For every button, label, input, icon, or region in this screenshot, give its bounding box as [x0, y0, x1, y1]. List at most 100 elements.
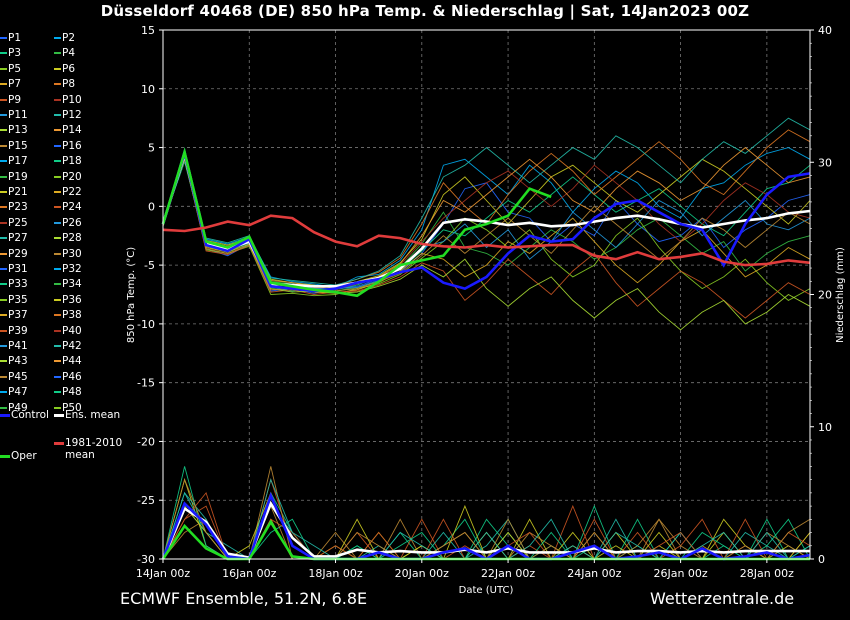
legend-item-p30: P30: [54, 248, 82, 260]
legend-label: P22: [62, 186, 82, 198]
legend-swatch: [54, 375, 61, 378]
legend-label: P29: [8, 247, 28, 260]
legend-label: P4: [62, 47, 76, 60]
legend-item-p39: P39: [0, 325, 28, 337]
legend-item-p1: P1: [0, 32, 21, 44]
legend-item-p15: P15: [0, 140, 28, 152]
legend-swatch: [0, 160, 7, 163]
y-tick-label: 10: [141, 83, 155, 96]
legend-swatch: [0, 268, 7, 270]
y-axis-right-label: Niederschlag (mm): [835, 247, 846, 343]
legend-item-ens-mean: Ens. mean: [54, 409, 120, 421]
chart-title: Düsseldorf 40468 (DE) 850 hPa Temp. & Ni…: [100, 2, 750, 20]
legend-label: P17: [8, 155, 28, 168]
legend-swatch: [0, 67, 7, 70]
legend-label: P6: [62, 62, 76, 75]
y-tick-label: -15: [137, 377, 155, 390]
legend-swatch: [54, 413, 64, 417]
legend-label: P28: [62, 232, 82, 245]
legend-label: P49: [8, 401, 28, 414]
legend-label: P25: [8, 216, 28, 229]
legend-label: P27: [8, 232, 28, 245]
legend-item-p32: P32: [54, 263, 82, 275]
legend-item-climate: 1981-2010 mean: [54, 437, 122, 461]
legend-swatch: [54, 206, 61, 209]
legend-swatch: [54, 298, 61, 301]
y-tick-label: -25: [137, 494, 155, 507]
legend-swatch: [0, 221, 7, 224]
legend-swatch: [54, 314, 61, 317]
legend-label: P39: [8, 324, 28, 337]
legend-item-p11: P11: [0, 109, 28, 121]
legend-swatch: [54, 345, 61, 347]
legend-label: P41: [8, 340, 28, 352]
legend-item-p41: P41: [0, 340, 28, 352]
legend-item-p33: P33: [0, 278, 28, 290]
legend-swatch: [54, 252, 61, 255]
legend-label: P45: [8, 370, 28, 383]
legend-label: P34: [62, 278, 82, 291]
x-axis-label: Date (UTC): [459, 585, 514, 596]
legend-label: Oper: [11, 450, 37, 462]
legend-item-p31: P31: [0, 263, 28, 275]
legend-swatch: [54, 221, 61, 224]
y-right-tick-label: 40: [818, 24, 832, 37]
legend-label: P13: [8, 124, 28, 137]
legend-swatch: [0, 83, 7, 86]
legend-label: P21: [8, 186, 28, 198]
x-tick-label: 18Jan 00z: [308, 567, 362, 580]
member-temp-line: [162, 154, 811, 331]
legend-label: P7: [8, 78, 22, 91]
legend-swatch: [54, 67, 61, 70]
legend-label: P30: [62, 247, 82, 260]
legend-swatch: [0, 144, 7, 147]
plot-frame: [162, 29, 811, 560]
legend-swatch: [54, 283, 61, 286]
x-tick-label: 22Jan 00z: [481, 567, 535, 580]
legend-swatch: [54, 114, 61, 116]
legend-label: P33: [8, 278, 28, 291]
y-right-tick-label: 20: [818, 289, 832, 302]
legend-swatch: [54, 160, 61, 163]
member-temp-line: [162, 117, 811, 286]
legend-label: P38: [62, 309, 82, 322]
member-precip-line: [162, 466, 811, 560]
legend-item-p14: P14: [54, 124, 82, 136]
legend-swatch: [0, 375, 7, 378]
y-right-tick-label: 30: [818, 156, 832, 169]
legend-item-p34: P34: [54, 278, 82, 290]
y-tick-label: 0: [148, 200, 155, 213]
legend-label: P18: [62, 155, 82, 168]
precip-line-control: [161, 491, 811, 561]
legend-label: P1: [8, 32, 22, 44]
precip-line-ens-mean: [161, 500, 810, 560]
legend-item-p26: P26: [54, 217, 82, 229]
x-tick-label: 26Jan 00z: [653, 567, 707, 580]
legend-swatch: [54, 360, 61, 363]
legend-label: P5: [8, 62, 22, 75]
legend-swatch: [0, 298, 7, 301]
legend-swatch: [54, 129, 61, 132]
main-series: [161, 147, 811, 561]
legend-item-p50: P50: [54, 402, 82, 414]
legend-swatch: [54, 237, 61, 240]
legend-label: P3: [8, 47, 22, 60]
x-tick-label: 16Jan 00z: [222, 567, 276, 580]
legend-item-p3: P3: [0, 47, 21, 59]
member-temp-line: [162, 156, 811, 319]
legend-item-p28: P28: [54, 232, 82, 244]
x-tick-label: 20Jan 00z: [395, 567, 449, 580]
legend-label: P16: [62, 139, 82, 152]
legend-label: P36: [62, 293, 82, 306]
legend-item-p9: P9: [0, 94, 21, 106]
legend-item-p24: P24: [54, 201, 82, 213]
legend-swatch: [0, 129, 7, 132]
legend-swatch: [54, 144, 61, 147]
y-tick-label: -20: [137, 435, 155, 448]
temp-line-control: [161, 148, 811, 293]
legend-item-p38: P38: [54, 309, 82, 321]
legend-item-p44: P44: [54, 355, 82, 367]
x-tick-label: 14Jan 00z: [136, 567, 190, 580]
member-precip-line: [162, 478, 810, 560]
